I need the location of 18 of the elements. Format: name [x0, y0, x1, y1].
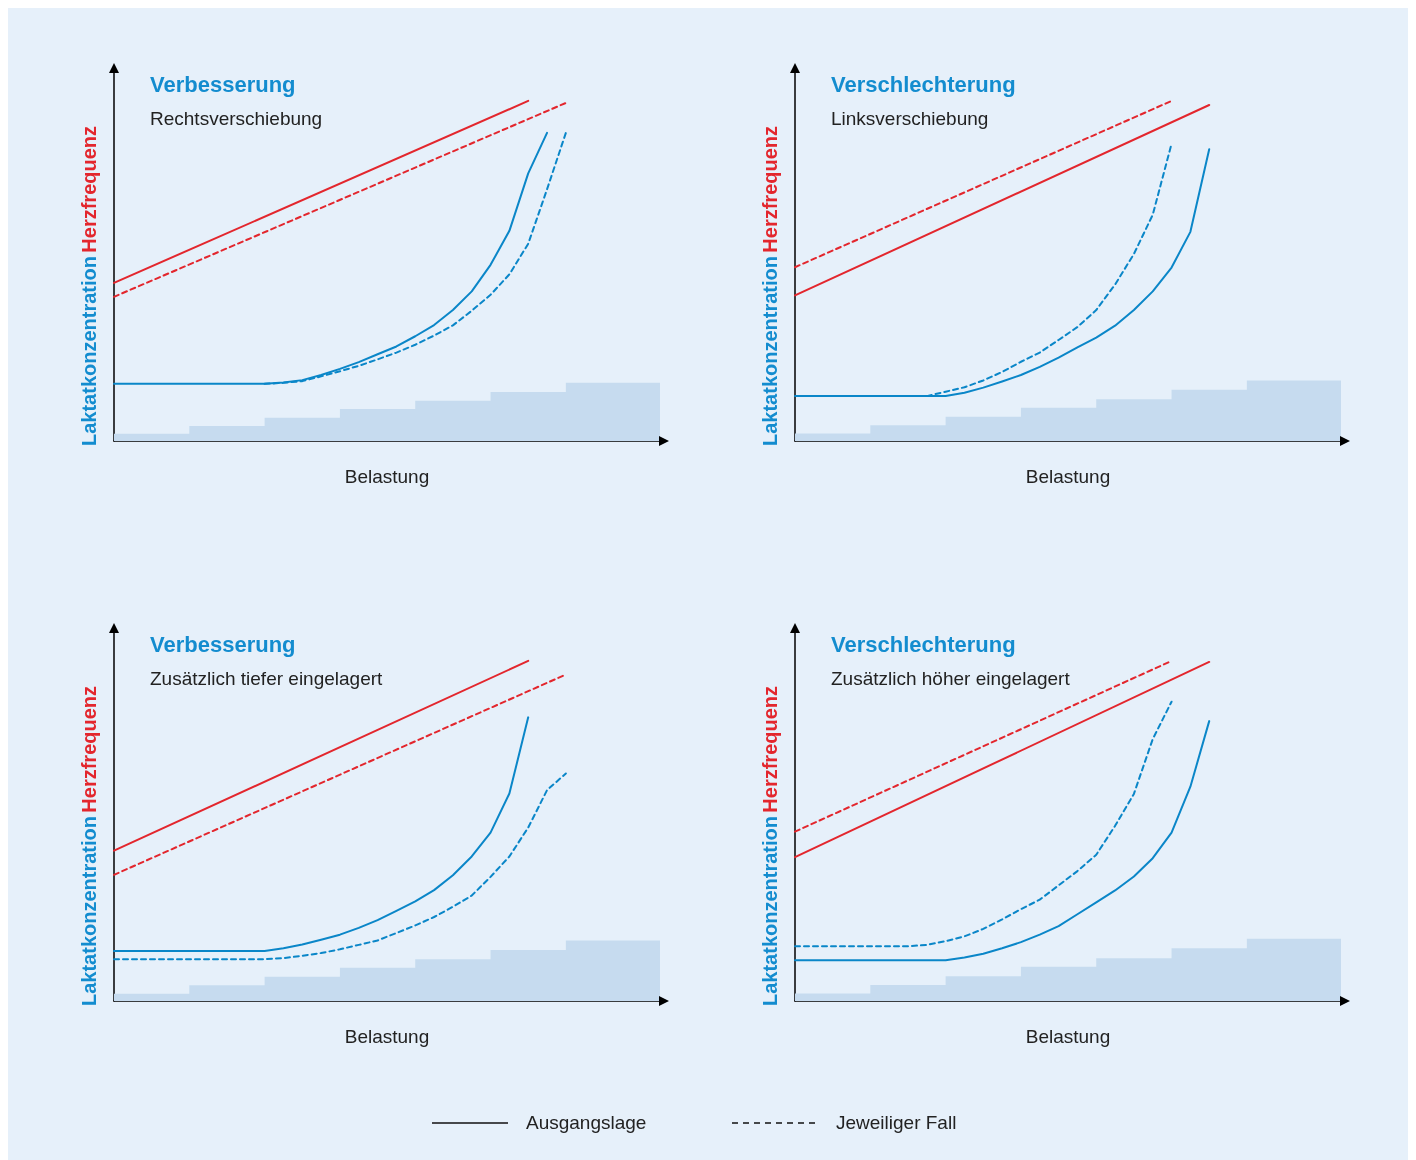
chart-title: Verschlechterung: [831, 631, 1016, 657]
y-axis-title: Laktatkonzentration Herzfrequenz: [78, 685, 100, 1006]
text: Ausgangslage: [526, 1112, 647, 1134]
y-axis-title: Laktatkonzentration Herzfrequenz: [759, 685, 781, 1006]
chart-title: Verbesserung: [150, 631, 296, 657]
chart-subtitle: Linksverschiebung: [831, 108, 989, 129]
text: Jeweiliger Fall: [836, 1112, 957, 1134]
x-axis-title: Belastung: [344, 466, 430, 487]
chart-title: Verschlechterung: [831, 71, 1016, 97]
chart-subtitle: Zusätzlich höher eingelagert: [831, 668, 1071, 689]
chart-subtitle: Rechtsverschiebung: [150, 108, 323, 129]
y-axis-title: Laktatkonzentration Herzfrequenz: [78, 125, 100, 446]
y-axis-title: Laktatkonzentration Herzfrequenz: [759, 125, 781, 446]
chart-subtitle: Zusätzlich tiefer eingelagert: [150, 668, 384, 689]
x-axis-title: Belastung: [1025, 466, 1111, 487]
x-axis-title: Belastung: [344, 1026, 430, 1047]
x-axis-title: Belastung: [1025, 1026, 1111, 1047]
chart-title: Verbesserung: [150, 71, 296, 97]
